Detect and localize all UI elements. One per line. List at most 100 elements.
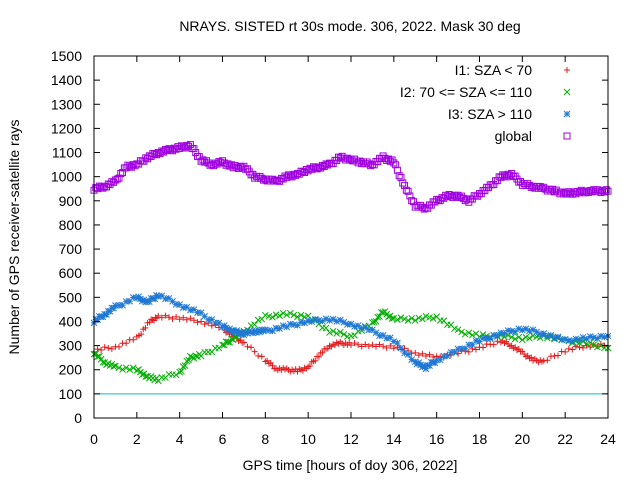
data-point xyxy=(326,317,333,324)
data-point xyxy=(94,346,101,353)
data-point xyxy=(443,193,451,201)
data-point xyxy=(240,339,247,346)
data-point xyxy=(347,155,355,163)
data-point xyxy=(449,193,457,201)
data-point xyxy=(197,309,205,317)
x-tick-label: 6 xyxy=(219,431,227,447)
data-point xyxy=(370,318,378,326)
data-point xyxy=(551,334,558,342)
data-point xyxy=(202,157,210,165)
data-point xyxy=(472,337,480,345)
data-point xyxy=(163,147,171,155)
data-point xyxy=(393,166,401,174)
y-tick-label: 1500 xyxy=(51,48,82,64)
data-point xyxy=(190,145,198,153)
data-point xyxy=(324,161,332,169)
x-tick-label: 14 xyxy=(386,431,402,447)
legend-label: I3: SZA > 110 xyxy=(448,106,532,122)
data-point xyxy=(154,293,162,300)
data-point xyxy=(215,319,223,327)
data-point xyxy=(404,351,412,358)
y-axis: 0 100 200 300 400 500 600 700 800 900 1000 1100 1200… xyxy=(51,48,608,426)
data-point xyxy=(533,182,541,190)
data-point xyxy=(179,143,187,151)
data-point xyxy=(269,327,276,335)
data-point xyxy=(238,329,246,336)
data-point xyxy=(123,340,130,347)
data-point xyxy=(112,302,119,309)
y-tick-label: 700 xyxy=(59,241,83,257)
data-point xyxy=(92,184,100,192)
data-point xyxy=(158,314,165,321)
x-tick-label: 12 xyxy=(343,431,359,447)
data-point xyxy=(372,343,379,350)
data-point xyxy=(101,344,108,351)
data-point xyxy=(131,162,139,170)
data-point xyxy=(383,334,391,342)
data-point xyxy=(142,324,149,331)
data-point xyxy=(229,164,237,172)
data-point xyxy=(311,315,319,323)
data-point xyxy=(408,197,416,205)
data-point xyxy=(95,182,103,190)
data-point xyxy=(390,159,398,167)
data-point xyxy=(170,144,178,152)
data-point xyxy=(261,326,269,334)
data-point xyxy=(276,325,283,332)
data-point xyxy=(119,301,126,309)
data-point xyxy=(119,169,127,177)
data-point xyxy=(558,188,566,196)
data-point xyxy=(351,340,358,347)
data-point xyxy=(472,346,479,353)
data-point xyxy=(454,326,462,334)
legend-label: global xyxy=(495,128,532,144)
data-point xyxy=(504,327,512,334)
data-point xyxy=(404,317,412,324)
data-point xyxy=(283,323,291,331)
data-point xyxy=(285,171,293,179)
data-point xyxy=(397,174,405,182)
data-point xyxy=(306,363,313,370)
data-point xyxy=(602,186,610,194)
data-point xyxy=(187,315,194,322)
y-tick-label: 1400 xyxy=(51,72,82,88)
y-tick-label: 100 xyxy=(59,386,83,402)
data-point xyxy=(112,362,119,370)
data-point xyxy=(536,330,544,338)
data-point xyxy=(155,312,162,319)
data-point xyxy=(397,344,405,352)
data-point xyxy=(293,170,301,178)
data-point xyxy=(197,157,205,165)
data-point xyxy=(158,147,166,155)
data-point xyxy=(451,191,459,199)
data-point xyxy=(129,294,137,301)
data-point xyxy=(599,186,607,194)
data-point xyxy=(511,328,519,336)
data-point xyxy=(96,352,103,360)
data-point xyxy=(315,353,322,360)
data-point xyxy=(372,317,380,325)
data-point xyxy=(547,187,555,195)
data-point xyxy=(458,328,466,336)
data-point xyxy=(534,184,542,192)
data-point xyxy=(297,167,305,175)
data-point xyxy=(226,338,233,346)
y-tick-label: 200 xyxy=(59,362,83,378)
data-point xyxy=(547,331,555,339)
data-point xyxy=(385,313,392,321)
data-point xyxy=(251,321,258,328)
data-point xyxy=(597,342,605,350)
data-point xyxy=(188,353,196,361)
data-point xyxy=(554,188,562,196)
data-point xyxy=(367,162,375,170)
data-point xyxy=(312,357,319,364)
data-point xyxy=(242,165,250,173)
data-point xyxy=(286,172,294,180)
data-point xyxy=(529,182,537,190)
data-point xyxy=(408,314,416,322)
data-point xyxy=(348,342,354,349)
data-point xyxy=(110,304,117,312)
data-point xyxy=(194,319,201,326)
data-point xyxy=(527,183,535,191)
data-point xyxy=(459,194,467,202)
